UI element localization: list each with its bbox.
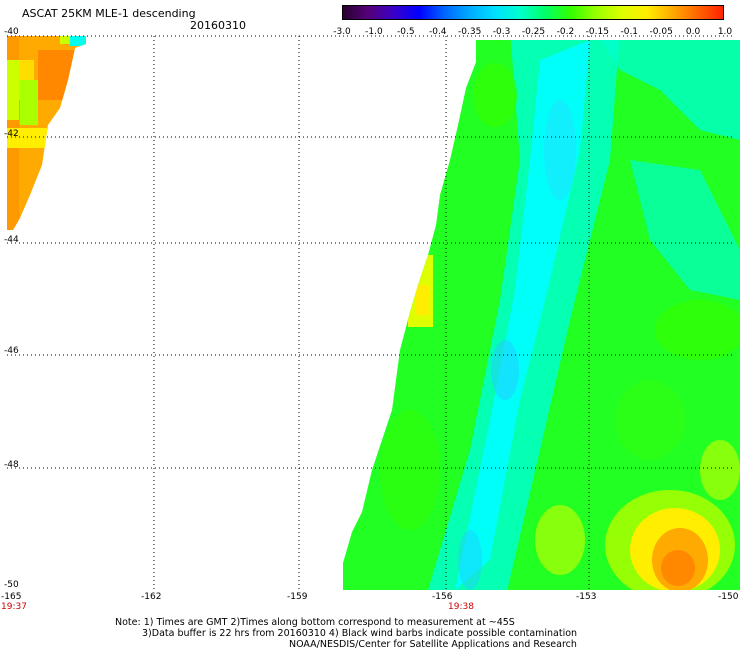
time-label-1938: 19:38: [448, 602, 474, 612]
lat-label-40: -40: [4, 27, 19, 37]
lon-label-156: -156: [432, 592, 453, 602]
lon-label-159: -159: [287, 592, 308, 602]
grid-lines: [7, 35, 733, 590]
colorbar-label: -0.4: [428, 27, 447, 37]
lon-label-162: -162: [141, 592, 162, 602]
colorbar-label: -0.1: [620, 27, 639, 37]
lat-label-42: -42: [4, 129, 19, 139]
colorbar-label: 0.0: [685, 27, 701, 37]
time-label-1937: 19:37: [1, 602, 27, 612]
lon-label-165: -165: [1, 592, 22, 602]
colorbar-label: -0.15: [585, 27, 609, 37]
colorbar-label: -0.35: [458, 27, 482, 37]
lon-label-150: -150: [718, 592, 739, 602]
note-line-1: Note: 1) Times are GMT 2)Times along bot…: [115, 617, 515, 628]
date-label: 20160310: [190, 19, 246, 32]
colorbar-label: -0.05: [649, 27, 673, 37]
colorbar: [342, 5, 724, 20]
swath-right: [343, 40, 740, 590]
colorbar-label: -0.25: [521, 27, 546, 37]
lat-label-46: -46: [4, 346, 19, 356]
colorbar-label: -3.0: [333, 27, 351, 37]
colorbar-label: -1.0: [365, 27, 383, 37]
product-title: ASCAT 25KM MLE-1 descending: [22, 7, 196, 20]
lon-label-153: -153: [576, 592, 597, 602]
note-line-3: NOAA/NESDIS/Center for Satellite Applica…: [289, 639, 577, 650]
colorbar-label: 1.0: [717, 27, 733, 37]
colorbar-label: -0.3: [492, 27, 511, 37]
colorbar-label: -0.5: [397, 27, 415, 37]
lat-label-50: -50: [4, 580, 19, 590]
note-line-2: 3)Data buffer is 22 hrs from 20160310 4)…: [142, 628, 578, 639]
lat-label-44: -44: [4, 235, 19, 245]
lat-label-48: -48: [4, 460, 19, 470]
colorbar-label: -0.2: [556, 27, 575, 37]
colorbar-labels: -3.0 -1.0 -0.5 -0.4 -0.35 -0.3 -0.25 -0.2 -0.15 -…: [330, 27, 735, 39]
